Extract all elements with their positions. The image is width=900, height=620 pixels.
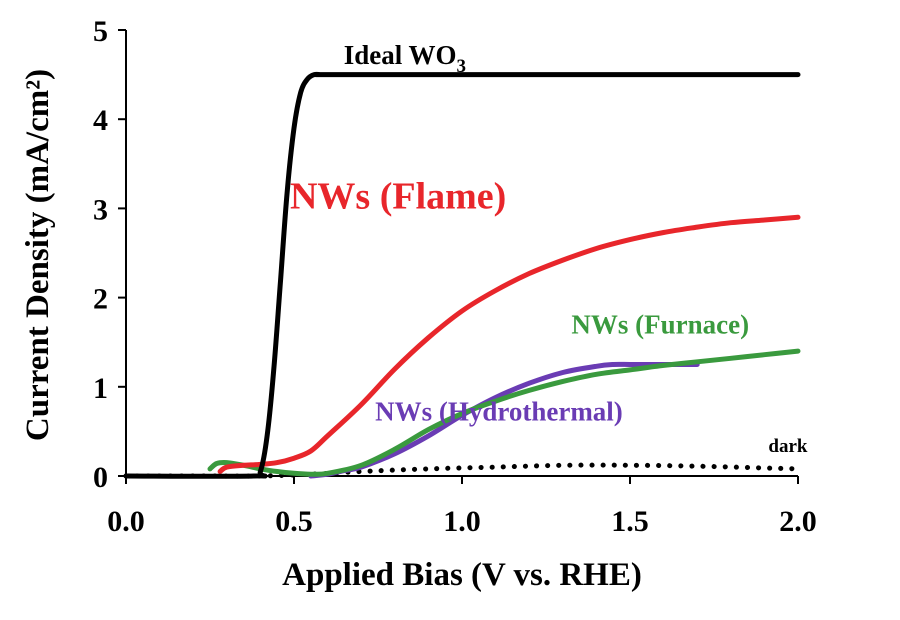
x-axis-title: Applied Bias (V vs. RHE) [282,557,642,593]
series-labels: Ideal WO3 NWs (Flame) NWs (Furnace) NWs (Hy… [290,40,808,457]
series-label-ideal-wo3: Ideal WO3 [344,40,466,77]
series-line-nws-furnace [207,348,801,477]
series-line-nws-flame [217,214,801,474]
y-axis-title: Current Density (mA/cm²) [20,69,56,441]
axes: 0 1 2 3 4 5 0.0 0.5 1.0 1.5 2.0 [93,15,817,538]
x-tick-label: 0.0 [107,505,145,538]
series-label-nws-flame: NWs (Flame) [290,175,506,217]
y-tick-label: 4 [93,104,108,137]
y-tick-label: 0 [93,461,108,494]
series-layer [123,71,801,479]
series-label-nws-furnace: NWs (Furnace) [571,309,749,339]
x-tick-label: 2.0 [779,505,817,538]
y-tick-label: 5 [93,15,108,48]
series-label-nws-hydrothermal: NWs (Hydrothermal) [375,397,623,427]
y-tick-label: 3 [93,193,108,226]
x-tick-label: 1.5 [611,505,649,538]
series-label-dark: dark [768,436,808,457]
y-tick-label: 2 [93,283,108,316]
x-tick-label: 1.0 [443,505,481,538]
y-tick-label: 1 [93,372,108,405]
series-line-ideal-wo3 [123,71,801,479]
x-tick-label: 0.5 [275,505,313,538]
